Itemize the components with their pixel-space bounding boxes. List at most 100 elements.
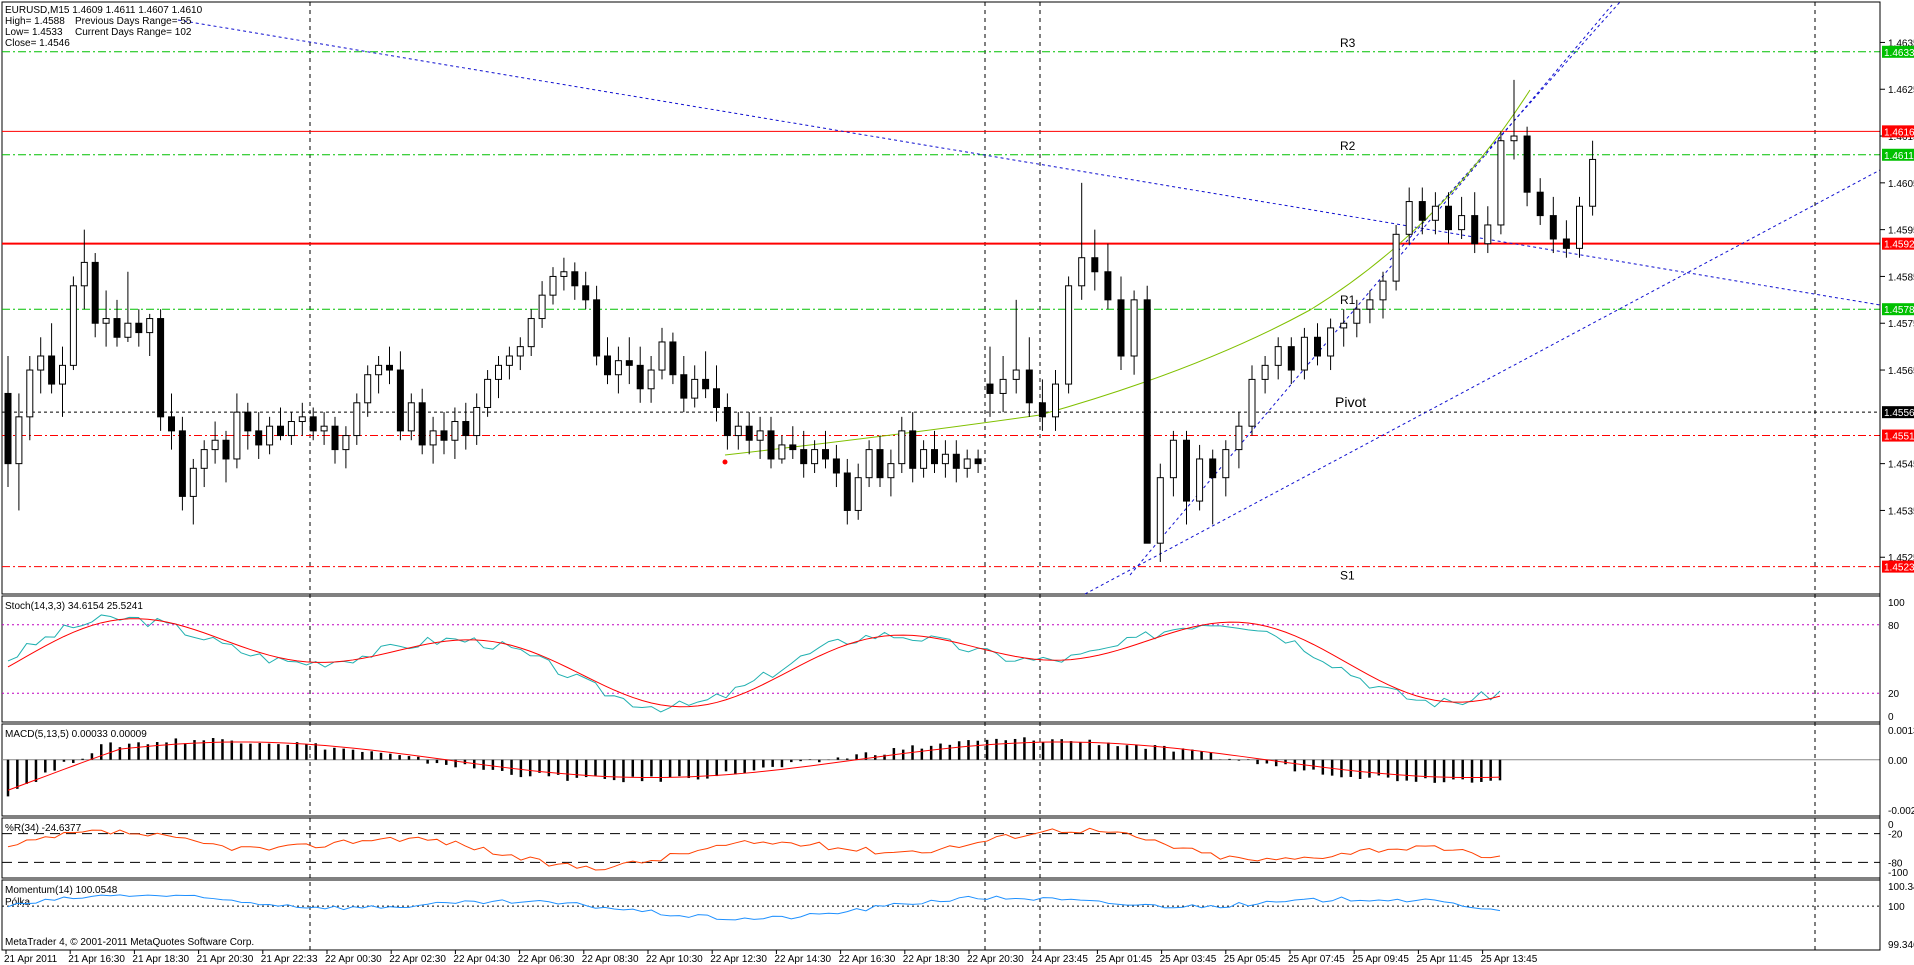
- candle: [986, 346, 994, 417]
- candle: [865, 440, 873, 488]
- candle: [495, 356, 502, 399]
- indicator-level-label: -20: [1888, 830, 1903, 841]
- candle: [37, 337, 45, 394]
- indicator-panel-wpr[interactable]: %R(34) -24.6377 0-20 -80-100: [1, 817, 1908, 879]
- price-badge: 1.4551: [1882, 429, 1914, 443]
- candle: [1222, 440, 1230, 497]
- price-badge: 1.4556: [1882, 406, 1914, 419]
- candle: [1196, 444, 1204, 511]
- candle: [713, 365, 720, 422]
- candle: [1314, 323, 1321, 366]
- candle: [1405, 187, 1413, 244]
- indicator-title: MACD(5,13,5) 0.00033 0.00009: [5, 729, 147, 740]
- candle: [614, 346, 622, 394]
- candle: [571, 262, 579, 300]
- svg-text:1.4578: 1.4578: [1884, 305, 1914, 316]
- candle: [963, 449, 971, 478]
- candle: [309, 407, 317, 441]
- indicator-level-label: 99.3461: [1888, 940, 1914, 951]
- candle: [1287, 337, 1295, 385]
- candle: [691, 365, 699, 408]
- indicator-level-label: 80: [1888, 621, 1900, 632]
- candle: [549, 267, 557, 305]
- candle: [1104, 243, 1112, 310]
- time-tick-label: 22 Apr 02:30: [389, 954, 446, 965]
- candle: [505, 346, 513, 380]
- indicator-level-label: -0.00226: [1888, 806, 1914, 817]
- svg-text:1.4556: 1.4556: [1884, 408, 1914, 419]
- candle: [800, 430, 808, 478]
- candle: [1418, 187, 1426, 235]
- price-badge: 1.4611: [1882, 148, 1914, 162]
- candle: [527, 309, 535, 356]
- candle: [168, 393, 175, 450]
- candle: [396, 351, 404, 441]
- red-dot-marker: [722, 459, 728, 465]
- candle: [822, 430, 829, 469]
- candle: [1012, 299, 1020, 394]
- candle: [200, 440, 208, 488]
- candle: [1379, 271, 1387, 319]
- svg-text:1.4551: 1.4551: [1884, 432, 1914, 443]
- candle: [702, 351, 710, 399]
- time-tick-label: 22 Apr 00:30: [325, 954, 382, 965]
- candle: [1091, 229, 1099, 291]
- candle: [1340, 309, 1348, 347]
- candle: [157, 309, 165, 431]
- indicator-level-label: 0.00134: [1888, 726, 1914, 737]
- header-low: Low= 1.4533: [5, 27, 63, 38]
- indicator-level-label: 100: [1888, 598, 1905, 609]
- candle: [320, 412, 328, 445]
- svg-text:1.4616: 1.4616: [1884, 127, 1914, 138]
- time-tick-label: 25 Apr 11:45: [1416, 954, 1472, 965]
- price-tick-label: 1.4595: [1888, 226, 1914, 237]
- candle: [407, 393, 415, 441]
- candle: [1484, 206, 1492, 254]
- indicator-extra-label: Pólka: [5, 897, 30, 908]
- time-tick-label: 25 Apr 13:45: [1481, 954, 1538, 965]
- time-tick-label: 24 Apr 23:45: [1031, 954, 1088, 965]
- candle: [1143, 285, 1151, 544]
- candle: [1445, 192, 1452, 244]
- time-tick-label: 21 Apr 2011: [4, 954, 58, 965]
- candle: [1078, 182, 1086, 300]
- candle: [1576, 196, 1583, 258]
- price-tick-label: 1.4545: [1888, 460, 1914, 471]
- candle: [113, 299, 121, 347]
- candle: [1510, 79, 1518, 160]
- candle: [843, 458, 851, 525]
- indicator-level-label: 100.348: [1888, 882, 1914, 893]
- candle: [462, 402, 470, 450]
- level-label: Pivot: [1335, 394, 1366, 410]
- candle: [1327, 318, 1335, 371]
- chart-header: EURUSD,M15 1.4609 1.4611 1.4607 1.4610 H…: [5, 5, 203, 49]
- candle: [287, 412, 295, 445]
- time-tick-label: 25 Apr 03:45: [1160, 954, 1217, 965]
- candle: [48, 323, 56, 394]
- price-axis: 1.4635 1.4625 1.4615 1.4605 1.4595 1.4585 1.45…: [1880, 38, 1914, 564]
- price-tick-label: 1.4635: [1888, 38, 1914, 49]
- candle: [1261, 356, 1269, 394]
- candle: [723, 393, 731, 450]
- candle: [473, 393, 481, 445]
- price-tick-label: 1.4625: [1888, 85, 1914, 96]
- price-tick-label: 1.4575: [1888, 319, 1914, 330]
- header-high: High= 1.4588: [5, 16, 65, 27]
- macd-signal-line: [7, 741, 1501, 791]
- candle: [999, 356, 1007, 413]
- trend-lines: [177, 1, 1881, 595]
- candle: [1038, 379, 1046, 431]
- price-tick-label: 1.4615: [1888, 132, 1914, 143]
- candle: [1025, 337, 1033, 417]
- candle: [1549, 196, 1557, 254]
- candle: [342, 426, 350, 469]
- candle: [1156, 463, 1164, 562]
- indicator-panel-macd[interactable]: MACD(5,13,5) 0.00033 0.00009 0.00134 0.00 -…: [1, 723, 1914, 817]
- candle: [91, 253, 99, 338]
- candle: [255, 412, 263, 459]
